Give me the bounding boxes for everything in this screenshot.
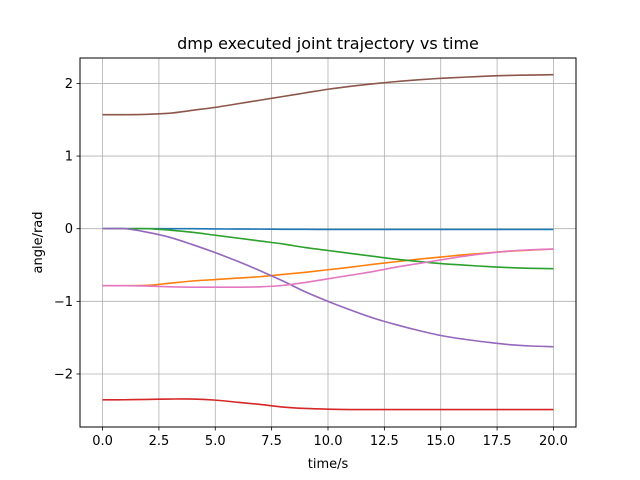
series-line-7 xyxy=(102,248,554,288)
y-tick-label: 2 xyxy=(65,77,73,92)
x-tick-label: 20.0 xyxy=(539,434,568,449)
y-tick-label: −1 xyxy=(54,295,73,310)
x-tick-label: 12.5 xyxy=(370,434,399,449)
x-axis-label: time/s xyxy=(308,457,349,472)
y-tick-label: 1 xyxy=(65,150,73,165)
y-tick-label: 0 xyxy=(65,222,73,237)
series-line-5 xyxy=(102,227,554,348)
x-tick-label: 0.0 xyxy=(92,434,113,449)
x-tick-label: 17.5 xyxy=(483,434,512,449)
series-line-1 xyxy=(102,227,554,231)
x-tick-label: 2.5 xyxy=(149,434,170,449)
series-layer xyxy=(102,73,554,411)
ticks: 0.0 2.5 5.0 7.5 10.0 12.5 15.0 17.5 20.0 −2 −1 0 1 2 xyxy=(54,77,568,449)
series-line-3 xyxy=(102,227,554,270)
series-line-6 xyxy=(102,73,554,116)
x-tick-label: 5.0 xyxy=(205,434,226,449)
chart-title: dmp executed joint trajectory vs time xyxy=(177,34,479,53)
y-axis-label: angle/rad xyxy=(31,211,46,273)
x-tick-label: 10.0 xyxy=(314,434,343,449)
y-tick-label: −2 xyxy=(54,367,73,382)
x-tick-label: 7.5 xyxy=(261,434,282,449)
series-line-4 xyxy=(102,398,554,411)
x-tick-label: 15.0 xyxy=(426,434,455,449)
